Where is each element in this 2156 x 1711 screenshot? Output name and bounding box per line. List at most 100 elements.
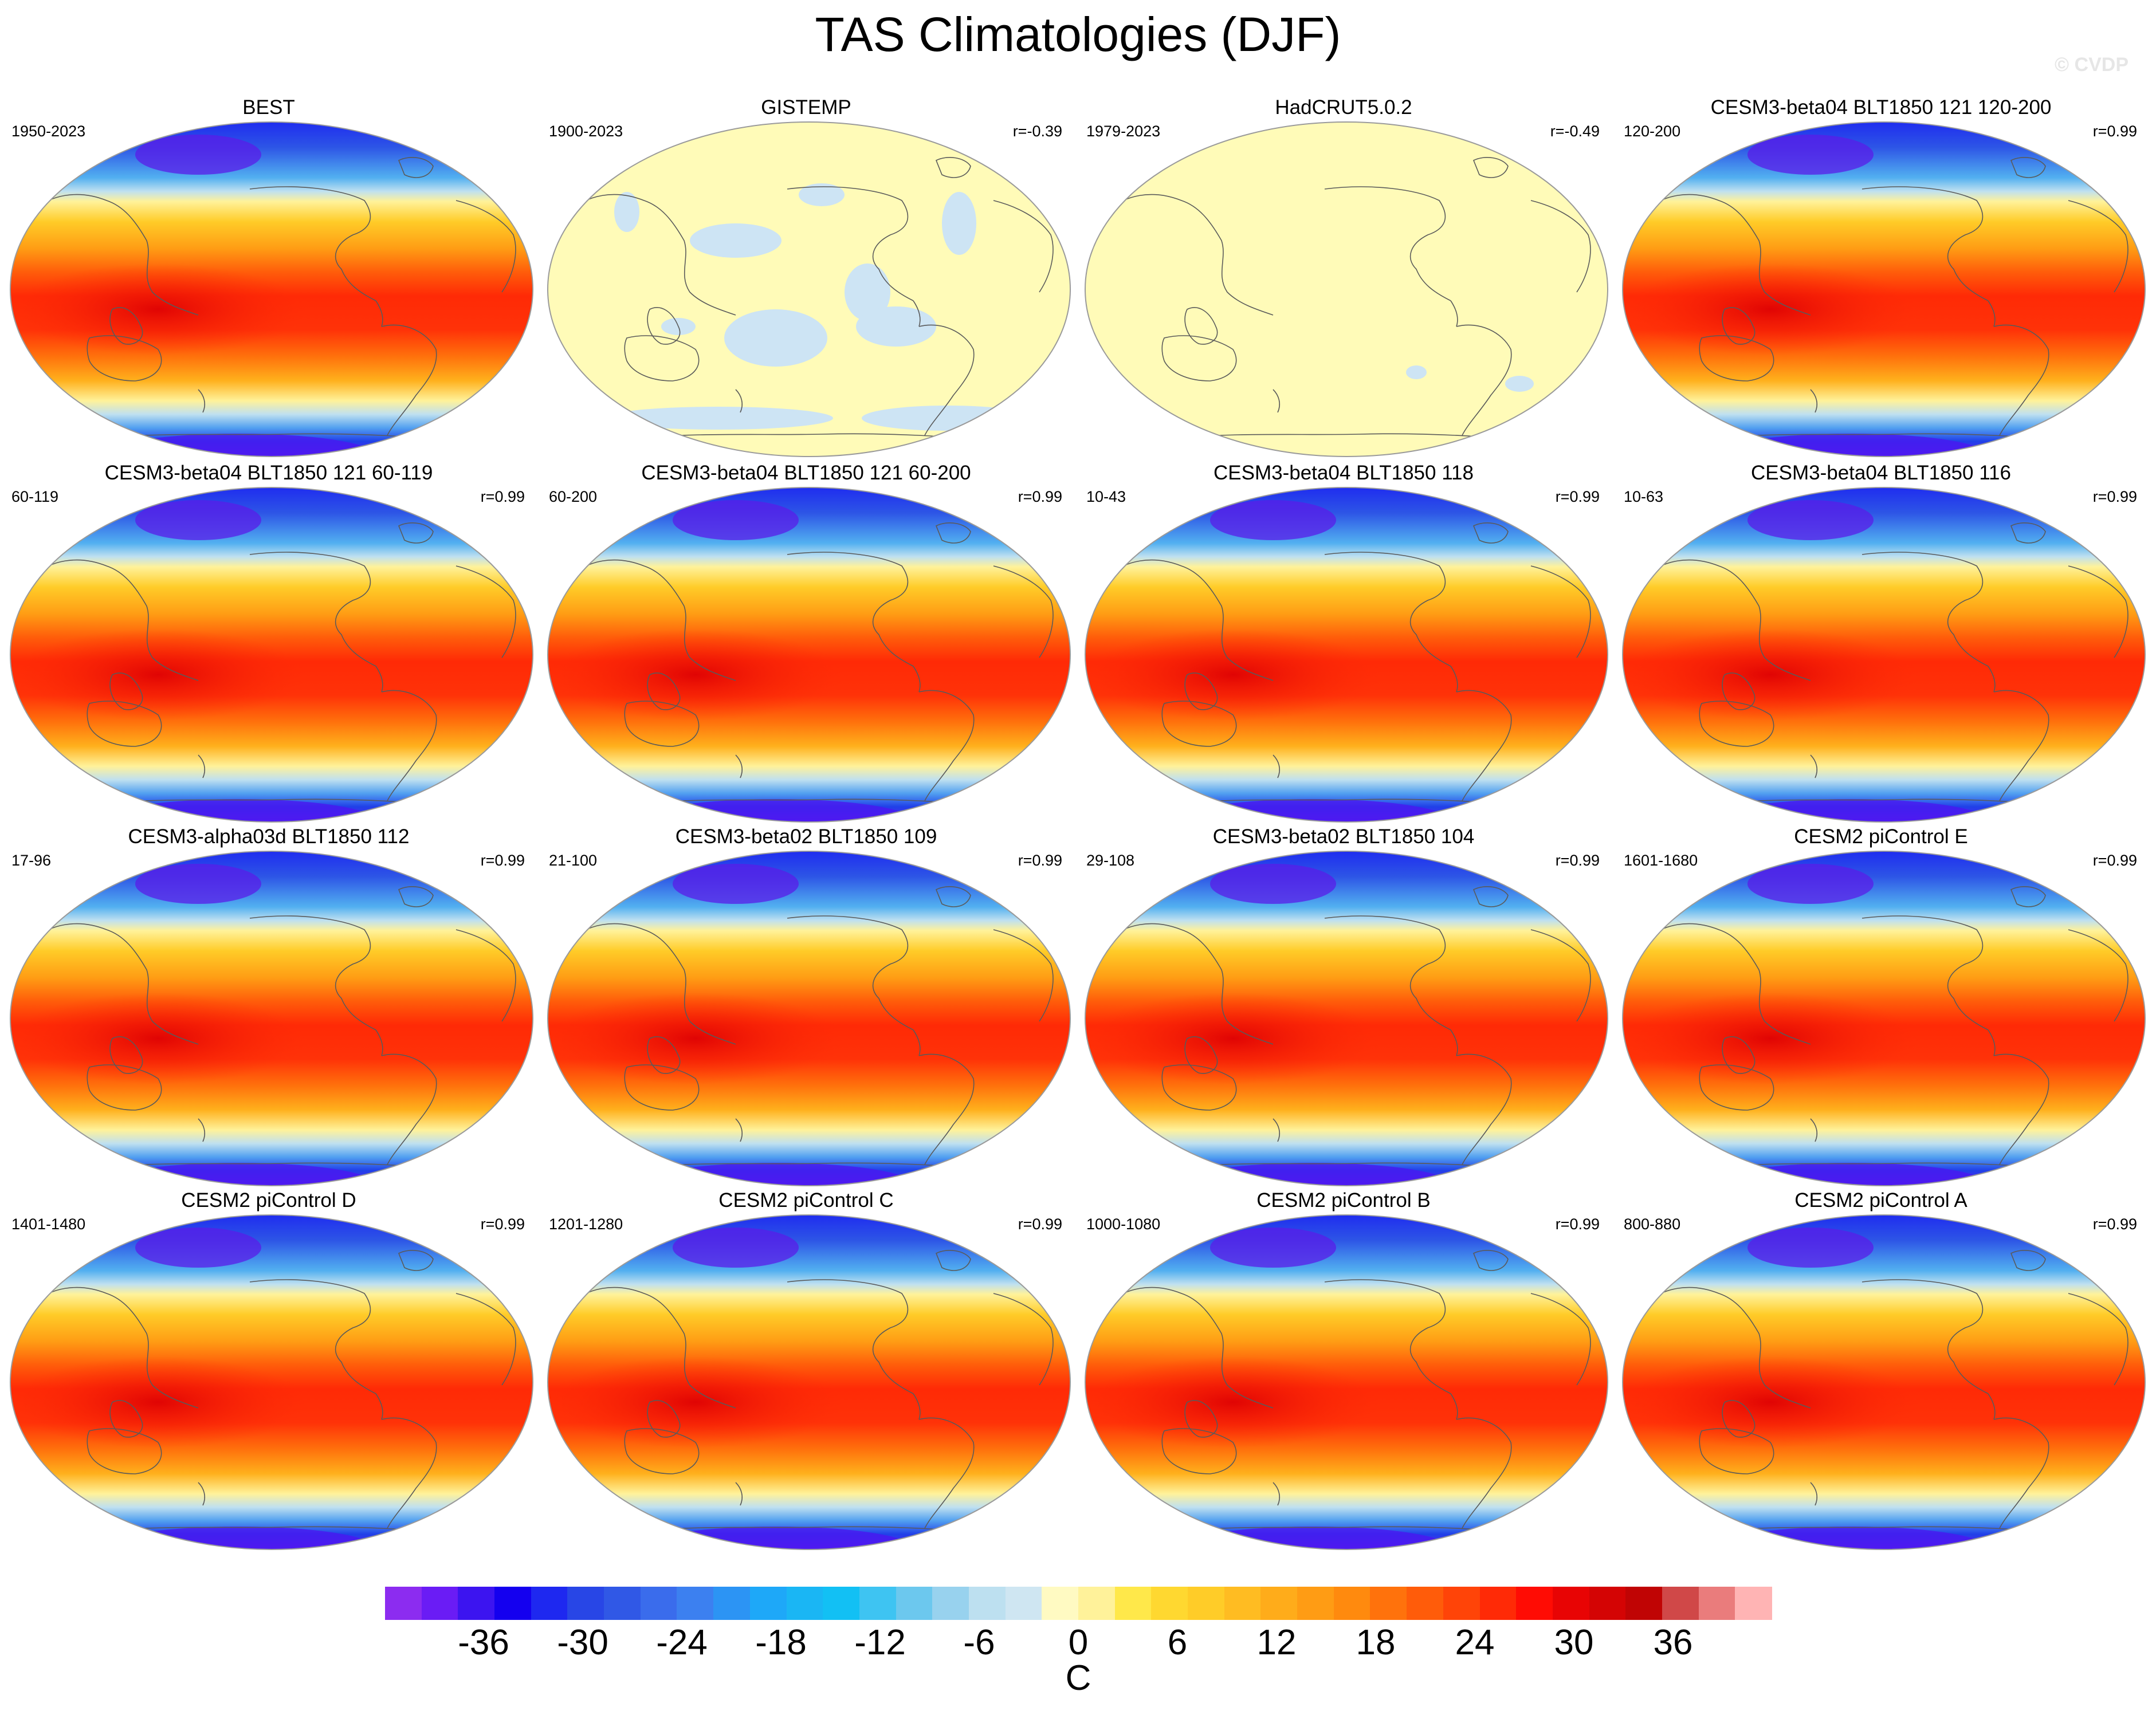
panel-correlation: r=0.99 xyxy=(2092,852,2137,869)
colorbar-box xyxy=(859,1587,897,1620)
colorbar-box xyxy=(823,1587,860,1620)
colorbar-box xyxy=(1662,1587,1699,1620)
colorbar xyxy=(385,1587,1772,1620)
cool-anomaly-region xyxy=(690,223,781,258)
world-map xyxy=(10,121,533,457)
map-panel: CESM3-beta04 BLT1850 118 10-43 r=0.99 xyxy=(1075,462,1612,825)
colorbar-box xyxy=(1297,1587,1334,1620)
cool-anomaly-region xyxy=(856,306,936,347)
warm-pool xyxy=(1623,263,1919,355)
panel-years: 60-119 xyxy=(11,488,59,505)
panel-years: 60-200 xyxy=(549,488,598,505)
colorbar-box xyxy=(1188,1587,1225,1620)
panel-years: 10-63 xyxy=(1624,488,1664,505)
colorbar-box xyxy=(421,1587,458,1620)
map-outline xyxy=(547,1214,1071,1550)
map-outline xyxy=(1622,851,2146,1186)
siberia-cold-region xyxy=(135,864,261,904)
siberia-cold-region xyxy=(135,500,261,540)
colorbar-tick-label: 6 xyxy=(1167,1623,1188,1662)
map-panel: CESM3-beta04 BLT1850 121 120-200 120-200 r… xyxy=(1612,96,2150,460)
colorbar-box xyxy=(1078,1587,1116,1620)
colorbar-box xyxy=(968,1587,1006,1620)
world-map xyxy=(1622,1214,2146,1550)
panel-title: CESM2 piControl A xyxy=(1794,1189,1968,1212)
panel-years: 21-100 xyxy=(549,852,598,869)
map-panel: CESM3-beta02 BLT1850 109 21-100 r=0.99 xyxy=(537,825,1075,1189)
panel-title: CESM2 piControl B xyxy=(1256,1189,1431,1212)
panel-title: CESM3-alpha03d BLT1850 112 xyxy=(128,825,410,848)
cool-anomaly-region xyxy=(942,192,976,255)
map-outline xyxy=(1085,1214,1608,1550)
cool-anomaly-region xyxy=(724,309,827,367)
map-background xyxy=(1085,122,1608,457)
world-map xyxy=(10,851,533,1186)
colorbar-box xyxy=(1625,1587,1663,1620)
cool-anomaly-region xyxy=(614,192,639,232)
map-panel: CESM3-beta04 BLT1850 121 60-200 60-200 r=0… xyxy=(537,462,1075,825)
cool-anomaly-region xyxy=(862,406,1034,431)
map-panel: CESM2 piControl B 1000-1080 r=0.99 xyxy=(1075,1189,1612,1553)
colorbar-tick-label: 36 xyxy=(1653,1623,1693,1662)
map-outline xyxy=(1622,1214,2146,1550)
figure-title: TAS Climatologies (DJF) xyxy=(815,7,1341,61)
panel-title: CESM3-beta02 BLT1850 104 xyxy=(1212,825,1475,848)
colorbar-box xyxy=(786,1587,823,1620)
warm-pool xyxy=(1085,1356,1382,1448)
map-panel: CESM3-alpha03d BLT1850 112 17-96 r=0.99 xyxy=(0,825,537,1189)
warm-pool xyxy=(548,993,845,1084)
siberia-cold-region xyxy=(1747,1228,1874,1268)
panel-correlation: r=0.99 xyxy=(1555,852,1600,869)
panel-title: CESM3-beta04 BLT1850 121 60-200 xyxy=(641,462,971,484)
panel-title: HadCRUT5.0.2 xyxy=(1275,96,1412,119)
panel-correlation: r=0.99 xyxy=(480,488,525,505)
panel-years: 1201-1280 xyxy=(549,1216,623,1233)
panel-correlation: r=0.99 xyxy=(1555,488,1600,505)
map-panel: GISTEMP 1900-2023 r=-0.39 xyxy=(537,96,1075,460)
map-panel: CESM2 piControl A 800-880 r=0.99 xyxy=(1612,1189,2150,1553)
world-map xyxy=(1085,1214,1608,1550)
world-map xyxy=(547,487,1071,823)
panel-correlation: r=0.99 xyxy=(480,852,525,869)
map-outline xyxy=(10,851,533,1186)
siberia-cold-region xyxy=(1747,864,1874,904)
map-panel: CESM3-beta04 BLT1850 116 10-63 r=0.99 xyxy=(1612,462,2150,825)
map-outline xyxy=(1622,121,2146,457)
colorbar-tick-label: 18 xyxy=(1356,1623,1396,1662)
warm-pool xyxy=(1623,629,1919,721)
map-outline xyxy=(10,121,533,457)
world-map xyxy=(547,851,1071,1186)
siberia-cold-region xyxy=(673,500,799,540)
panel-correlation: r=0.99 xyxy=(1555,1216,1600,1233)
colorbar-tick-label: -12 xyxy=(854,1623,906,1662)
colorbar-box xyxy=(1114,1587,1152,1620)
colorbar-tick-label: 12 xyxy=(1256,1623,1297,1662)
warm-pool xyxy=(548,629,845,721)
colorbar-tick-label: -6 xyxy=(963,1623,995,1662)
colorbar-box xyxy=(1443,1587,1480,1620)
warm-pool xyxy=(10,1356,307,1448)
siberia-cold-region xyxy=(1210,500,1336,540)
panel-years: 10-43 xyxy=(1086,488,1126,505)
siberia-cold-region xyxy=(1747,135,1874,175)
colorbar-box xyxy=(1407,1587,1444,1620)
map-outline xyxy=(1622,487,2146,823)
colorbar-box xyxy=(1333,1587,1371,1620)
panel-years: 1401-1480 xyxy=(11,1216,86,1233)
cool-anomaly-region xyxy=(1505,376,1534,392)
colorbar-box xyxy=(567,1587,604,1620)
cool-anomaly-region xyxy=(845,263,890,321)
panel-years: 17-96 xyxy=(11,852,52,869)
panel-years: 800-880 xyxy=(1624,1216,1681,1233)
panel-years: 1900-2023 xyxy=(549,123,623,140)
colorbar-box xyxy=(458,1587,495,1620)
warm-pool xyxy=(10,993,307,1084)
colorbar-unit-label: C xyxy=(1065,1658,1091,1698)
world-map xyxy=(1622,851,2146,1186)
panel-title: CESM2 piControl E xyxy=(1794,825,1968,848)
colorbar-box xyxy=(531,1587,568,1620)
colorbar-tick-label: 24 xyxy=(1455,1623,1495,1662)
panel-correlation: r=0.99 xyxy=(2092,488,2137,505)
colorbar-box xyxy=(1698,1587,1735,1620)
cool-anomaly-region xyxy=(1406,365,1427,379)
